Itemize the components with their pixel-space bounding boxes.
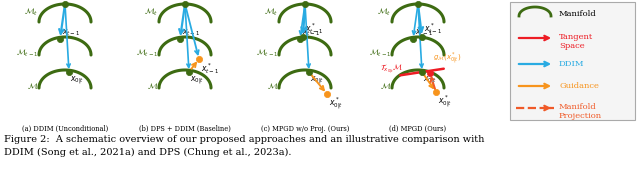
Text: $\mathcal{M}_t$: $\mathcal{M}_t$ — [143, 6, 158, 18]
FancyArrowPatch shape — [412, 7, 418, 34]
Text: $x_{0|t}$: $x_{0|t}$ — [423, 75, 437, 87]
FancyArrowPatch shape — [301, 7, 306, 32]
FancyArrowPatch shape — [186, 7, 199, 54]
FancyArrowPatch shape — [185, 7, 190, 67]
Text: $x_{t-1}$: $x_{t-1}$ — [62, 27, 80, 38]
Text: $\mathcal{M}_t$: $\mathcal{M}_t$ — [264, 6, 278, 18]
FancyArrowPatch shape — [65, 7, 70, 67]
Text: Manifold
Projection: Manifold Projection — [559, 103, 602, 120]
Text: $x_{0|t}$: $x_{0|t}$ — [310, 75, 324, 87]
FancyBboxPatch shape — [510, 2, 635, 120]
Text: $\mathcal{M}_{t-1}$: $\mathcal{M}_{t-1}$ — [136, 47, 158, 59]
Text: $\mathcal{M}$: $\mathcal{M}$ — [267, 81, 278, 91]
Text: DDIM: DDIM — [559, 60, 584, 68]
Text: Guidance: Guidance — [559, 82, 599, 90]
Text: $x_t$: $x_t$ — [187, 0, 196, 3]
Text: $x_{t-1}$: $x_{t-1}$ — [182, 27, 200, 38]
Text: $x_t$: $x_t$ — [67, 0, 77, 3]
Text: (a) DDIM (Unconditional): (a) DDIM (Unconditional) — [22, 125, 108, 133]
Text: $x^*_{t-1}$: $x^*_{t-1}$ — [201, 61, 220, 76]
Text: $g_\mathcal{M}(x^*_{0|t})$: $g_\mathcal{M}(x^*_{0|t})$ — [433, 51, 461, 66]
FancyArrowPatch shape — [59, 7, 65, 34]
Text: Figure 2:  A schematic overview of our proposed approaches and an illustrative c: Figure 2: A schematic overview of our pr… — [4, 135, 484, 157]
Text: $x_{0|t}$: $x_{0|t}$ — [190, 75, 204, 87]
Text: $\mathcal{M}_{t-1}$: $\mathcal{M}_{t-1}$ — [369, 47, 391, 59]
Text: $\mathcal{M}_t$: $\mathcal{M}_t$ — [377, 6, 391, 18]
Text: $\mathcal{M}_{t-1}$: $\mathcal{M}_{t-1}$ — [255, 47, 278, 59]
Text: Manifold: Manifold — [559, 10, 596, 18]
Text: $x_{t-1}$: $x_{t-1}$ — [302, 27, 320, 38]
Text: $\mathcal{M}_{t-1}$: $\mathcal{M}_{t-1}$ — [15, 47, 38, 59]
Text: $x^*_{t-1}$: $x^*_{t-1}$ — [424, 21, 442, 36]
Text: $x^*_{0|t}$: $x^*_{0|t}$ — [438, 94, 452, 111]
Text: $x_t$: $x_t$ — [420, 0, 429, 3]
FancyArrowPatch shape — [179, 7, 184, 34]
Text: (c) MPGD w/o Proj. (Ours): (c) MPGD w/o Proj. (Ours) — [261, 125, 349, 133]
Text: (d) MPGD (Ours): (d) MPGD (Ours) — [389, 125, 447, 133]
FancyArrowPatch shape — [191, 63, 196, 70]
Text: $x_{0|t}$: $x_{0|t}$ — [70, 75, 84, 87]
Text: (b) DPS + DDIM (Baseline): (b) DPS + DDIM (Baseline) — [139, 125, 231, 133]
FancyArrowPatch shape — [418, 7, 423, 67]
FancyArrowPatch shape — [431, 78, 435, 89]
FancyArrowPatch shape — [311, 74, 324, 90]
Text: $\mathcal{T}_{x_{0|t}}\mathcal{M}$: $\mathcal{T}_{x_{0|t}}\mathcal{M}$ — [380, 63, 403, 75]
Text: $\mathcal{M}$: $\mathcal{M}$ — [147, 81, 158, 91]
Text: $x_{t-1}$: $x_{t-1}$ — [415, 27, 433, 38]
Text: $x^*_{0|t}$: $x^*_{0|t}$ — [329, 96, 343, 113]
FancyArrowPatch shape — [419, 7, 423, 32]
FancyArrowPatch shape — [305, 7, 310, 67]
Text: $x^*_{t-1}$: $x^*_{t-1}$ — [305, 21, 323, 36]
FancyArrowPatch shape — [424, 74, 433, 88]
Text: $\mathcal{M}$: $\mathcal{M}$ — [380, 81, 391, 91]
Text: Tangent
Space: Tangent Space — [559, 33, 593, 50]
Text: $x_t$: $x_t$ — [307, 0, 317, 3]
Text: $\mathcal{M}$: $\mathcal{M}$ — [27, 81, 38, 91]
FancyArrowPatch shape — [300, 7, 305, 34]
Text: $\mathcal{M}_t$: $\mathcal{M}_t$ — [24, 6, 38, 18]
